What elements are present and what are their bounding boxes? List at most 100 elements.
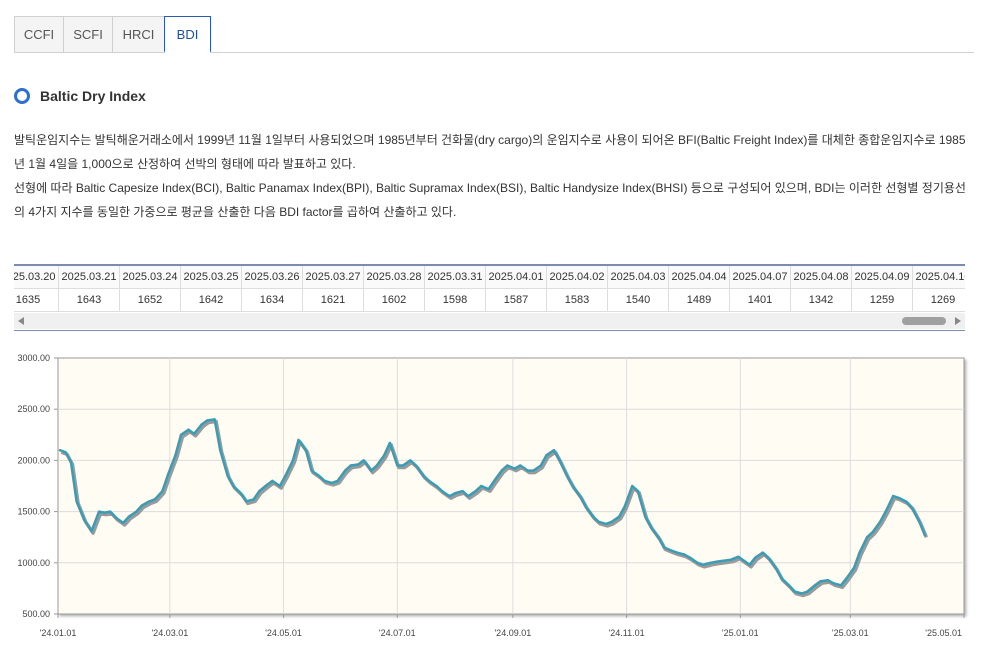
table-value-cell: 1642: [181, 289, 242, 311]
data-point: [610, 520, 613, 523]
scroll-left-icon[interactable]: [18, 317, 24, 325]
data-point: [440, 489, 444, 493]
data-point: [179, 433, 183, 436]
data-point: [737, 555, 740, 558]
data-point: [323, 479, 326, 483]
data-point: [75, 500, 78, 503]
data-point: [103, 511, 106, 514]
x-tick-label: '24.03.01: [151, 628, 188, 638]
data-point: [97, 510, 101, 513]
data-point: [304, 449, 308, 452]
data-point: [245, 500, 248, 503]
data-point: [662, 546, 666, 549]
table-date-cell: 2025.03.20: [14, 266, 59, 288]
data-point: [631, 484, 634, 488]
table-date-cell: 2025.04.03: [608, 266, 669, 288]
data-point: [343, 469, 347, 472]
description-paragraph-2: 선형에 따라 Baltic Capesize Index(BCI), Balti…: [14, 181, 966, 219]
data-point: [219, 449, 222, 452]
y-tick-label: 1000.00: [17, 558, 50, 568]
x-tick-label: '25.03.01: [832, 628, 869, 638]
table-date-cell: 2025.04.04: [669, 266, 730, 288]
data-point: [729, 558, 733, 561]
data-point: [506, 464, 509, 467]
x-tick-label: '25.01.01: [722, 628, 759, 638]
data-point: [90, 529, 93, 533]
data-point: [362, 459, 365, 462]
data-point: [82, 518, 86, 521]
data-point: [356, 463, 360, 466]
table-value-cell: 1602: [364, 289, 425, 311]
table-date-cell: 2025.03.28: [364, 266, 425, 288]
data-point: [414, 464, 418, 467]
tab-ccfi[interactable]: CCFI: [14, 16, 64, 52]
data-point: [435, 484, 438, 488]
data-point: [493, 479, 496, 483]
data-point: [800, 592, 803, 595]
table-value-cell: 1342: [791, 289, 852, 311]
data-point: [310, 469, 313, 472]
data-point: [205, 419, 209, 422]
table-value-cell: 1587: [486, 289, 547, 311]
data-point: [213, 418, 216, 421]
data-point: [330, 481, 334, 485]
data-point: [265, 483, 268, 487]
table-value-cell: 1489: [669, 289, 730, 311]
data-point: [161, 489, 164, 493]
data-point: [258, 489, 261, 493]
data-point: [453, 492, 457, 495]
y-tick-label: 500.00: [22, 609, 50, 619]
horizontal-scrollbar[interactable]: [14, 313, 965, 329]
table-value-cell: 1269: [913, 289, 965, 311]
table-date-cell: 2025.04.10: [913, 266, 965, 288]
data-point: [153, 498, 157, 501]
table-date-cell: 2025.03.25: [181, 266, 242, 288]
x-axis-ticks: '24.01.01 '24.03.01 '24.05.01 '24.07.01 '24.…: [40, 614, 965, 638]
data-point: [427, 479, 431, 483]
data-point: [375, 464, 378, 467]
scrollbar-thumb[interactable]: [902, 317, 946, 325]
data-point: [742, 559, 746, 562]
data-point: [780, 577, 783, 580]
data-point: [487, 487, 490, 491]
plot-area: [57, 357, 965, 615]
data-point: [649, 525, 652, 529]
data-point: [923, 534, 927, 537]
data-point: [500, 469, 503, 472]
tab-scfi[interactable]: SCFI: [63, 16, 113, 52]
x-tick-label: '24.01.01: [40, 628, 77, 638]
data-point: [349, 464, 352, 467]
x-tick-label: '24.09.01: [494, 628, 531, 638]
data-point: [565, 474, 569, 477]
data-point: [675, 551, 679, 554]
tab-hrci[interactable]: HRCI: [112, 16, 165, 52]
data-point: [584, 505, 587, 508]
scroll-right-icon[interactable]: [955, 317, 961, 325]
data-point: [832, 582, 835, 585]
series-points: [58, 418, 927, 595]
data-point: [252, 498, 255, 501]
data-point: [187, 428, 190, 431]
table-value-cell: 1598: [425, 289, 486, 311]
data-point: [448, 495, 451, 498]
data-point: [878, 520, 882, 523]
data-point: [910, 506, 913, 509]
y-tick-label: 2000.00: [17, 455, 50, 465]
data-point: [644, 515, 647, 518]
data-point: [370, 469, 373, 472]
data-point: [552, 449, 556, 452]
data-point: [617, 515, 621, 518]
data-point: [58, 449, 62, 452]
data-point: [819, 580, 822, 583]
data-point: [683, 553, 686, 556]
data-point: [696, 561, 699, 564]
data-point: [461, 489, 464, 493]
data-point: [109, 510, 112, 513]
x-tick-label: '24.07.01: [379, 628, 416, 638]
data-point: [871, 530, 874, 534]
data-point: [422, 474, 425, 477]
data-point: [278, 484, 281, 488]
tab-bdi[interactable]: BDI: [164, 16, 211, 53]
table-date-cell: 2025.04.01: [486, 266, 547, 288]
data-point: [571, 484, 574, 488]
